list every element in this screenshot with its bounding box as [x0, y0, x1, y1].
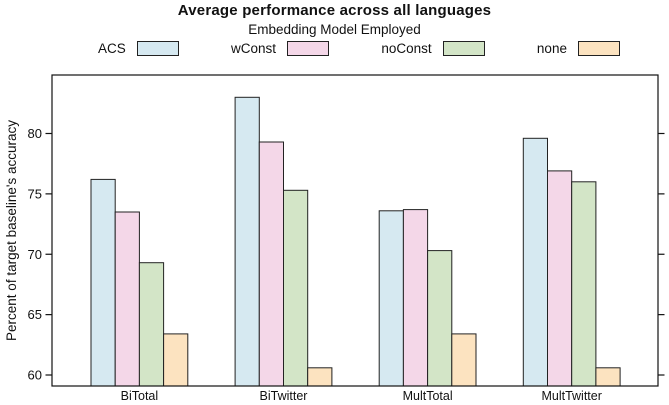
bar-BiTotal-none: [163, 333, 189, 387]
legend-title: Embedding Model Employed: [248, 22, 421, 37]
legend-item-noConst: noConst: [381, 41, 485, 56]
bar-BiTwitter-ACS: [234, 96, 260, 387]
bar-MultTwitter-ACS: [522, 137, 548, 387]
y-tick-label: 65: [28, 307, 42, 322]
legend-swatch: [136, 41, 179, 56]
y-tick-label: 80: [28, 126, 42, 141]
legend-label: noConst: [381, 41, 432, 56]
x-category-label: MultTotal: [403, 389, 453, 403]
legend-label: wConst: [231, 41, 277, 56]
x-category-label: BiTotal: [121, 389, 159, 403]
legend-swatch: [577, 41, 620, 56]
bar-BiTotal-noConst: [138, 262, 165, 387]
legend-label: ACS: [98, 41, 126, 56]
bar-BiTotal-wConst: [114, 211, 140, 387]
legend-swatch: [287, 41, 330, 56]
x-category-label: MultTwitter: [541, 389, 601, 403]
bar-BiTwitter-wConst: [258, 141, 284, 387]
bar-MultTotal-ACS: [378, 210, 404, 387]
bar-MultTwitter-none: [595, 367, 621, 387]
bar-BiTwitter-none: [307, 367, 333, 387]
x-category-label: BiTwitter: [260, 389, 308, 403]
legend-item-none: none: [537, 41, 620, 56]
y-tick-label: 70: [28, 247, 42, 262]
chart-title: Average performance across all languages: [177, 2, 492, 19]
bar-BiTotal-ACS: [90, 178, 116, 387]
bar-MultTwitter-noConst: [571, 181, 597, 387]
y-tick-label: 75: [28, 186, 42, 201]
bar-MultTwitter-wConst: [547, 170, 573, 387]
legend-item-wConst: wConst: [231, 41, 330, 56]
plot-frame: [51, 74, 659, 387]
legend-item-ACS: ACS: [98, 41, 179, 56]
legend-label: none: [536, 41, 567, 56]
y-axis-label: Percent of target baseline's accuracy: [4, 120, 19, 341]
bar-MultTotal-none: [451, 333, 477, 387]
bar-MultTotal-noConst: [427, 250, 453, 387]
bar-BiTwitter-noConst: [283, 189, 309, 387]
bar-MultTotal-wConst: [402, 209, 429, 387]
legend-swatch: [442, 41, 485, 56]
y-tick-label: 60: [28, 368, 42, 383]
legend: ACS wConst noConst none: [98, 41, 620, 56]
